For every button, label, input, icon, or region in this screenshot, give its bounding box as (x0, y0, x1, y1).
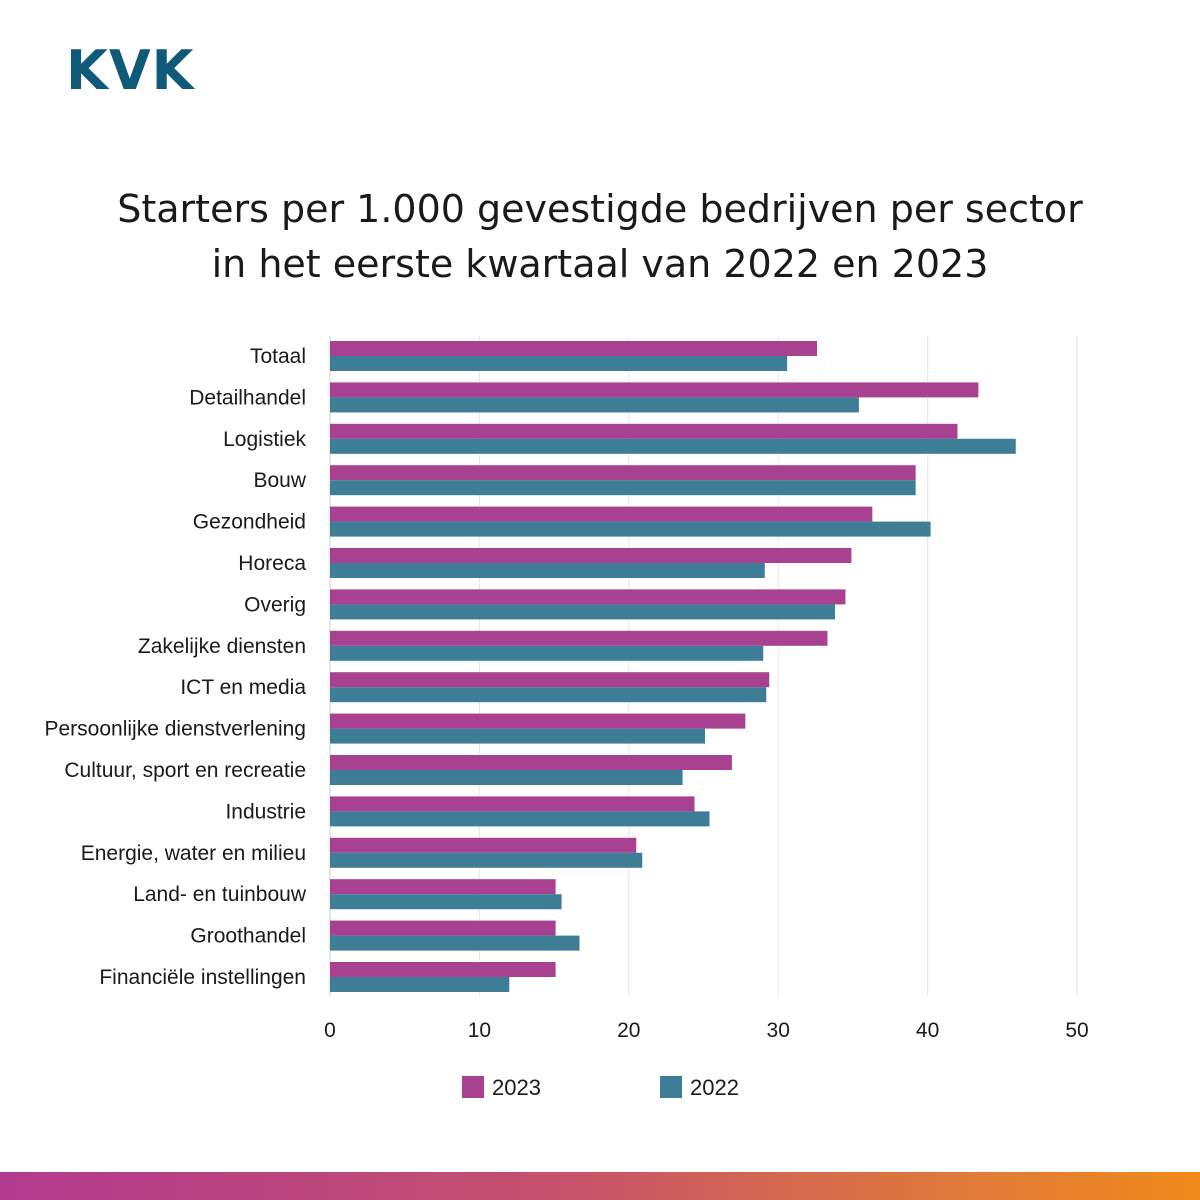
x-tick-labels: 0 10 20 30 40 50 (324, 1019, 1089, 1042)
bar-2023 (330, 423, 958, 439)
bar-chart: Totaal Detailhandel Logistiek Bouw Gezondhei… (45, 336, 1089, 1100)
bars (330, 341, 1016, 992)
bar-2022 (330, 935, 580, 951)
category-label: Totaal (250, 345, 306, 368)
category-label: Land- en tuinbouw (133, 883, 307, 906)
legend-label-2022: 2022 (690, 1075, 739, 1100)
bar-2023 (330, 837, 637, 853)
chart-title-line-2: in het eerste kwartaal van 2022 en 2023 (211, 242, 989, 286)
x-tick-label-0: 0 (324, 1019, 336, 1042)
bar-2023 (330, 589, 846, 605)
category-label: Logistiek (223, 428, 306, 451)
legend: 2023 2022 (462, 1075, 739, 1100)
category-label: Overig (244, 593, 306, 616)
bar-2023 (330, 879, 556, 895)
bar-2023 (330, 713, 746, 729)
x-tick-label-10: 10 (468, 1019, 491, 1042)
legend-swatch-2023 (462, 1076, 484, 1098)
bar-2022 (330, 563, 765, 578)
x-tick-label-40: 40 (916, 1019, 939, 1042)
footer-gradient-bar (0, 1172, 1200, 1200)
bar-2023 (330, 630, 828, 646)
bar-2022 (330, 604, 835, 620)
bar-2022 (330, 521, 931, 537)
bar-2023 (330, 506, 873, 522)
category-label: Groothandel (190, 925, 306, 948)
bar-2022 (330, 811, 710, 827)
bar-2023 (330, 755, 732, 770)
bar-2022 (330, 438, 1016, 454)
bar-2022 (330, 645, 764, 661)
x-tick-label-20: 20 (617, 1019, 640, 1042)
category-label: Financiële instellingen (99, 966, 306, 989)
category-label: Gezondheid (193, 511, 306, 534)
bar-2022 (330, 687, 767, 703)
bar-2022 (330, 894, 562, 910)
x-tick-label-50: 50 (1065, 1019, 1088, 1042)
bar-2023 (330, 962, 556, 977)
bar-2022 (330, 977, 510, 992)
bar-2023 (330, 382, 979, 398)
category-label: Industrie (225, 800, 306, 823)
bar-2022 (330, 852, 643, 868)
chart-title: Starters per 1.000 gevestigde bedrijven … (0, 182, 1200, 292)
kvk-logo: KVK (66, 39, 195, 102)
bar-2022 (330, 397, 859, 413)
bar-2022 (330, 480, 916, 496)
bar-2022 (330, 728, 705, 744)
category-label: Persoonlijke dienstverlening (45, 718, 307, 741)
legend-label-2023: 2023 (492, 1075, 541, 1100)
x-tick-label-30: 30 (767, 1019, 790, 1042)
category-label: Cultuur, sport en recreatie (64, 759, 306, 782)
category-label: Energie, water en milieu (81, 842, 306, 865)
legend-swatch-2022 (660, 1076, 682, 1098)
bar-2023 (330, 465, 916, 481)
bar-2023 (330, 672, 770, 688)
bar-2022 (330, 770, 683, 785)
bar-2023 (330, 920, 556, 936)
category-label: Detailhandel (189, 386, 306, 409)
bar-2023 (330, 796, 695, 812)
bar-2023 (330, 548, 852, 563)
bar-2023 (330, 341, 818, 356)
category-labels: Totaal Detailhandel Logistiek Bouw Gezondhei… (45, 345, 307, 989)
chart-title-line-1: Starters per 1.000 gevestigde bedrijven … (117, 187, 1083, 231)
category-label: Bouw (253, 469, 306, 492)
category-label: Zakelijke diensten (138, 635, 306, 658)
category-label: Horeca (238, 552, 306, 575)
bar-2022 (330, 356, 788, 371)
category-label: ICT en media (180, 676, 306, 699)
